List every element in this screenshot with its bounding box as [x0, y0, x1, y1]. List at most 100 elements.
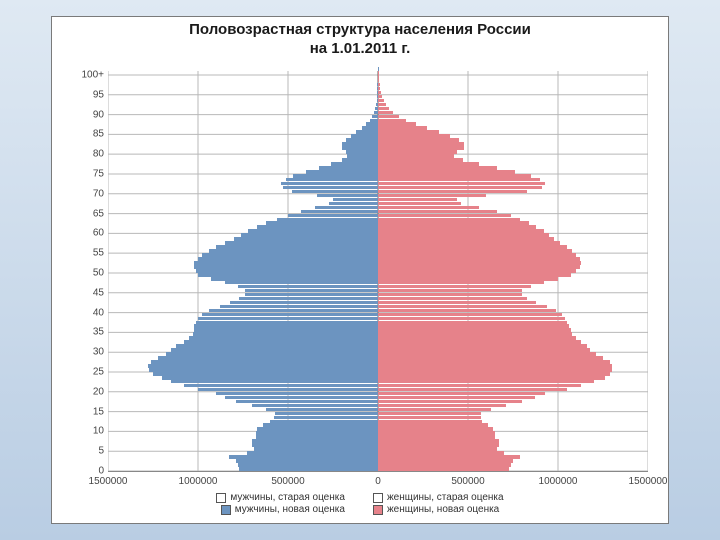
female-bar: [378, 277, 558, 281]
male-bar: [171, 348, 378, 352]
female-bar: [378, 214, 511, 218]
female-bar: [378, 396, 535, 400]
male-bar: [194, 324, 378, 328]
female-bar: [378, 364, 612, 368]
female-bar: [378, 126, 427, 130]
male-bar: [351, 134, 378, 138]
female-bar: [378, 344, 587, 348]
male-bar: [292, 190, 378, 194]
female-bar: [378, 142, 464, 146]
female-bar: [378, 79, 379, 83]
male-bar: [184, 340, 378, 344]
female-bar: [378, 190, 527, 194]
male-bar: [315, 206, 378, 210]
female-bar: [378, 321, 567, 325]
legend-male-new: мужчины, новая оценка: [221, 504, 345, 515]
y-tick-label: 70: [56, 188, 104, 199]
male-bar: [196, 321, 378, 325]
legend: мужчины, старая оценка женщины, старая о…: [52, 491, 668, 515]
female-bar: [378, 293, 522, 297]
male-bar: [193, 332, 378, 336]
female-bar: [378, 332, 572, 336]
female-bar: [378, 392, 545, 396]
female-bar: [378, 71, 379, 75]
male-bar: [176, 344, 378, 348]
female-bar: [378, 340, 581, 344]
female-bar: [378, 202, 461, 206]
male-bar: [317, 194, 378, 198]
female-bar: [378, 170, 515, 174]
male-bar: [245, 293, 378, 297]
female-bar: [378, 257, 580, 261]
male-bar: [256, 435, 378, 439]
y-tick-label: 40: [56, 307, 104, 318]
female-bar: [378, 158, 463, 162]
male-bar: [252, 443, 378, 447]
male-bar: [225, 396, 378, 400]
male-bar: [281, 182, 378, 186]
swatch-male-icon: [221, 505, 231, 515]
female-bar: [378, 289, 522, 293]
female-bar: [378, 178, 540, 182]
male-bar: [196, 269, 378, 273]
female-bar: [378, 115, 399, 119]
male-bar: [198, 257, 378, 261]
female-bar: [378, 380, 594, 384]
female-bar: [378, 317, 565, 321]
male-bar: [184, 384, 378, 388]
y-tick-label: 55: [56, 248, 104, 259]
female-bar: [378, 336, 576, 340]
x-tick-label: 1500000: [89, 476, 128, 487]
male-bar: [277, 218, 378, 222]
female-bar: [378, 119, 406, 123]
female-bar: [378, 241, 560, 245]
male-bar: [198, 388, 378, 392]
female-bar: [378, 368, 612, 372]
female-bar: [378, 388, 567, 392]
male-bar: [245, 289, 378, 293]
male-bar: [333, 198, 378, 202]
female-bar: [378, 447, 497, 451]
chart-panel: Половозрастная структура населения Росси…: [51, 16, 669, 524]
female-bar: [378, 198, 457, 202]
male-bar: [342, 158, 378, 162]
x-tick-label: 500000: [271, 476, 304, 487]
plot-area: 0510152025303540455055606570758085909510…: [108, 71, 648, 472]
female-bar: [378, 400, 522, 404]
male-bar: [211, 277, 378, 281]
female-bar: [378, 249, 572, 253]
male-bar: [293, 174, 378, 178]
swatch-hollow-icon: [373, 493, 383, 503]
female-bar: [378, 455, 520, 459]
male-bar: [149, 368, 378, 372]
male-bar: [247, 451, 378, 455]
female-bar: [378, 221, 529, 225]
male-bar: [166, 352, 378, 356]
title-line-2: на 1.01.2011 г.: [52, 40, 668, 59]
male-bar: [329, 202, 378, 206]
female-bar: [378, 87, 380, 91]
male-bar: [252, 404, 378, 408]
male-bar: [319, 166, 378, 170]
y-tick-label: 50: [56, 267, 104, 278]
title-line-1: Половозрастная структура населения Росси…: [52, 21, 668, 40]
female-bar: [378, 408, 491, 412]
male-bar: [148, 364, 378, 368]
male-bar: [202, 253, 378, 257]
female-bar: [378, 435, 495, 439]
female-bar: [378, 372, 610, 376]
y-tick-label: 85: [56, 129, 104, 140]
legend-female-old: женщины, старая оценка: [373, 492, 504, 503]
male-bar: [346, 150, 378, 154]
male-bar: [342, 146, 378, 150]
female-bar: [378, 83, 380, 87]
female-bar: [378, 431, 495, 435]
female-bar: [378, 182, 545, 186]
male-bar: [263, 423, 378, 427]
legend-row-2: мужчины, новая оценка женщины, новая оце…: [52, 504, 668, 515]
female-bar: [378, 427, 493, 431]
female-bar: [378, 463, 511, 467]
x-tick-label: 0: [375, 476, 381, 487]
male-bar: [171, 380, 378, 384]
male-bar: [238, 463, 378, 467]
